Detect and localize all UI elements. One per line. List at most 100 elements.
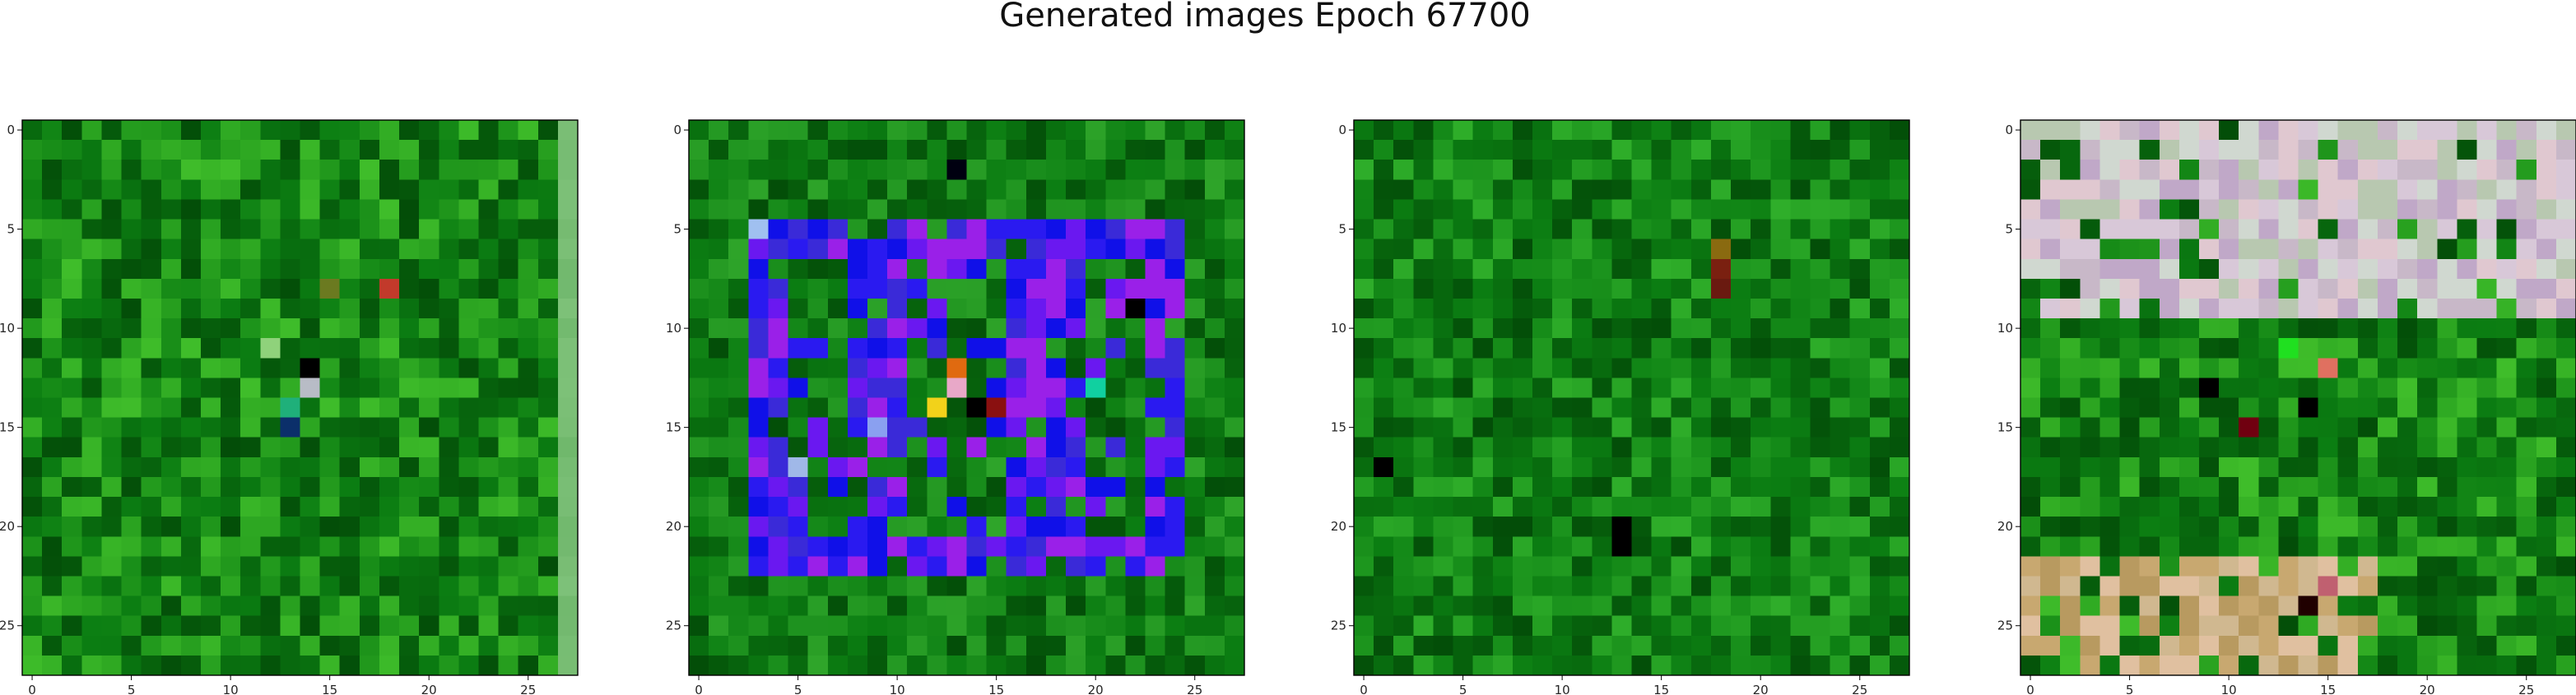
pixel-cell bbox=[1393, 635, 1414, 656]
pixel-cell bbox=[2119, 635, 2141, 656]
pixel-cell bbox=[2337, 140, 2359, 160]
pixel-cell bbox=[2060, 595, 2081, 617]
pixel-cell bbox=[1849, 179, 1871, 201]
pixel-cell bbox=[2278, 120, 2299, 141]
pixel-cell bbox=[62, 517, 82, 537]
pixel-cell bbox=[986, 397, 1007, 419]
pixel-cell bbox=[141, 179, 162, 201]
pixel-cell bbox=[1592, 258, 1612, 280]
x-tick-label: 0 bbox=[28, 683, 36, 695]
pixel-cell bbox=[2060, 615, 2081, 637]
pixel-cell bbox=[1651, 378, 1672, 399]
pixel-cell bbox=[101, 595, 123, 617]
pixel-cell bbox=[1184, 160, 1206, 180]
pixel-cell bbox=[1611, 199, 1633, 220]
pixel-cell bbox=[1690, 179, 1712, 201]
pixel-cell bbox=[200, 160, 221, 180]
pixel-cell bbox=[240, 397, 261, 419]
pixel-cell bbox=[160, 140, 182, 160]
pixel-cell bbox=[1453, 219, 1474, 240]
pixel-cell bbox=[2099, 655, 2121, 676]
pixel-cell bbox=[1165, 160, 1186, 180]
pixel-cell bbox=[1631, 397, 1653, 419]
pixel-cell bbox=[2437, 476, 2457, 498]
pixel-cell bbox=[2139, 615, 2160, 637]
pixel-cell bbox=[907, 397, 928, 419]
pixel-cell bbox=[709, 437, 729, 458]
pixel-cell bbox=[1125, 120, 1146, 141]
pixel-cell bbox=[2298, 576, 2319, 597]
pixel-cell bbox=[2219, 160, 2239, 180]
pixel-cell bbox=[2417, 615, 2438, 637]
pixel-cell bbox=[240, 239, 261, 260]
pixel-cell bbox=[339, 437, 360, 458]
pixel-cell bbox=[2020, 358, 2041, 378]
pixel-cell bbox=[379, 437, 400, 458]
pixel-cell bbox=[1125, 278, 1146, 299]
pixel-cell bbox=[2139, 120, 2160, 141]
pixel-cell bbox=[81, 497, 103, 517]
pixel-cell bbox=[2060, 219, 2081, 240]
pixel-cell bbox=[887, 635, 908, 656]
pixel-cell bbox=[359, 378, 380, 399]
pixel-cell bbox=[458, 120, 480, 141]
pixel-cell bbox=[260, 456, 281, 478]
pixel-cell bbox=[689, 239, 709, 260]
pixel-cell bbox=[439, 655, 459, 676]
pixel-cell bbox=[1125, 576, 1146, 597]
pixel-cell bbox=[1006, 239, 1027, 260]
pixel-cell bbox=[478, 140, 500, 160]
pixel-cell bbox=[1006, 615, 1027, 637]
pixel-cell bbox=[101, 397, 123, 419]
pixel-cell bbox=[2476, 239, 2498, 260]
pixel-cell bbox=[1472, 160, 1494, 180]
pixel-cell bbox=[2239, 476, 2259, 498]
pixel-cell bbox=[1512, 199, 1533, 220]
pixel-cell bbox=[2219, 239, 2239, 260]
pixel-cell bbox=[2555, 140, 2576, 160]
pixel-cell bbox=[2298, 199, 2319, 220]
pixel-cell bbox=[2417, 476, 2438, 498]
pixel-cell bbox=[121, 199, 142, 220]
pixel-cell bbox=[748, 120, 770, 141]
pixel-cell bbox=[319, 456, 341, 478]
pixel-cell bbox=[1869, 120, 1890, 141]
pixel-cell bbox=[399, 397, 420, 419]
pixel-cell bbox=[62, 199, 82, 220]
pixel-cell bbox=[1374, 140, 1394, 160]
pixel-cell bbox=[1492, 615, 1514, 637]
pixel-cell bbox=[221, 338, 241, 359]
pixel-cell bbox=[1453, 536, 1474, 557]
pixel-cell bbox=[62, 278, 82, 299]
pixel-cell bbox=[260, 179, 281, 201]
pixel-cell bbox=[2080, 595, 2101, 617]
pixel-cell bbox=[319, 417, 341, 438]
pixel-cell bbox=[1710, 219, 1732, 240]
pixel-cell bbox=[2496, 160, 2518, 180]
pixel-cell bbox=[847, 199, 868, 220]
pixel-cell bbox=[887, 576, 908, 597]
pixel-cell bbox=[1830, 199, 1851, 220]
pixel-cell bbox=[300, 576, 321, 597]
pixel-cell bbox=[2476, 476, 2498, 498]
pixel-cell bbox=[439, 160, 459, 180]
pixel-cell bbox=[2119, 378, 2141, 399]
pixel-cell bbox=[1889, 556, 1910, 577]
pixel-cell bbox=[1413, 278, 1434, 299]
pixel-cell bbox=[1512, 476, 1533, 498]
pixel-cell bbox=[1433, 655, 1454, 676]
pixel-cell bbox=[2397, 556, 2418, 577]
pixel-cell bbox=[768, 536, 789, 557]
pixel-cell bbox=[2516, 160, 2537, 180]
pixel-cell bbox=[2318, 219, 2339, 240]
pixel-cell bbox=[1224, 239, 1245, 260]
pixel-cell bbox=[887, 179, 908, 201]
pixel-cell bbox=[1472, 120, 1494, 141]
pixel-cell bbox=[518, 655, 539, 676]
pixel-cell bbox=[1512, 595, 1533, 617]
pixel-cell bbox=[689, 278, 709, 299]
pixel-cell bbox=[399, 160, 420, 180]
pixel-cell bbox=[2318, 635, 2339, 656]
pixel-cell bbox=[728, 655, 749, 676]
pixel-cell bbox=[2298, 595, 2319, 617]
